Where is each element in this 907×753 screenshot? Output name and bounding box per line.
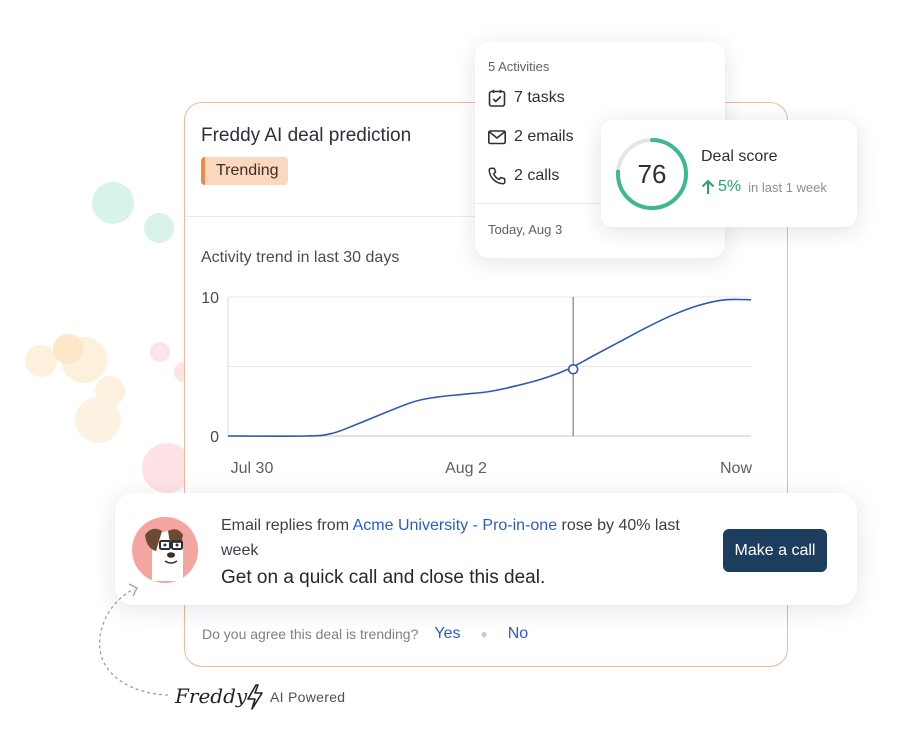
feedback-row: Do you agree this deal is trending? Yes …	[202, 625, 528, 643]
company-link[interactable]: Acme University	[352, 517, 469, 534]
freddy-dog-icon	[145, 528, 183, 581]
arrow-up-icon	[701, 179, 715, 194]
phone-icon	[488, 167, 506, 185]
lightning-bolt-icon	[247, 684, 263, 710]
deal-score-change: 5% in last 1 week	[701, 178, 827, 196]
feedback-yes-link[interactable]: Yes	[434, 625, 461, 642]
insight-card: Email replies from Acme University - Pro…	[115, 493, 857, 605]
insight-separator: -	[468, 517, 483, 534]
activity-calls-label: 2 calls	[514, 167, 560, 184]
activity-item-tasks: 7 tasks	[487, 88, 565, 108]
deal-score-gauge	[616, 138, 688, 210]
freddy-avatar	[132, 517, 198, 583]
feedback-no-link[interactable]: No	[507, 625, 529, 642]
insight-cta: Get on a quick call and close this deal.	[221, 567, 546, 588]
deal-score-change-value: 5%	[718, 178, 742, 195]
insight-message: Email replies from Acme University - Pro…	[221, 513, 691, 563]
checklist-icon	[488, 89, 506, 107]
card-title: Freddy AI deal prediction	[201, 125, 412, 146]
activity-emails-label: 2 emails	[514, 128, 574, 145]
decor-bubble	[53, 334, 83, 364]
product-link[interactable]: Pro-in-one	[482, 517, 558, 534]
deal-score-label: Deal score	[701, 148, 778, 165]
activities-heading: 5 Activities	[488, 59, 550, 74]
insight-text-suffix: rose by 40% last week	[221, 517, 680, 559]
decor-bubble	[75, 397, 121, 443]
ai-powered-tagline: AI Powered	[270, 689, 346, 705]
insight-text-prefix: Email replies from	[221, 517, 353, 534]
activity-item-emails: 2 emails	[487, 127, 574, 147]
decor-bubble	[142, 443, 192, 493]
deal-score-value: 76	[637, 159, 667, 189]
decor-bubble	[144, 213, 174, 243]
activities-divider	[475, 203, 725, 204]
decor-bubble	[150, 342, 170, 362]
trending-badge: Trending	[201, 157, 288, 185]
email-icon	[487, 130, 506, 145]
freddy-brand-name: Freddy	[175, 684, 248, 708]
activity-item-calls: 2 calls	[487, 166, 559, 186]
deal-score-period: in last 1 week	[748, 179, 827, 195]
deal-score-card: 76 Deal score 5% in last 1 week	[601, 120, 857, 227]
activity-tasks-label: 7 tasks	[514, 89, 565, 106]
make-a-call-button[interactable]: Make a call	[723, 529, 827, 572]
decor-bubble	[25, 345, 57, 377]
deal-score-gauge-arc	[616, 138, 688, 210]
feedback-separator-dot: ●	[480, 627, 488, 641]
activities-date: Today, Aug 3	[488, 222, 563, 237]
decor-bubble	[92, 182, 134, 224]
feedback-question: Do you agree this deal is trending?	[202, 626, 419, 642]
chart-title: Activity trend in last 30 days	[201, 249, 400, 266]
